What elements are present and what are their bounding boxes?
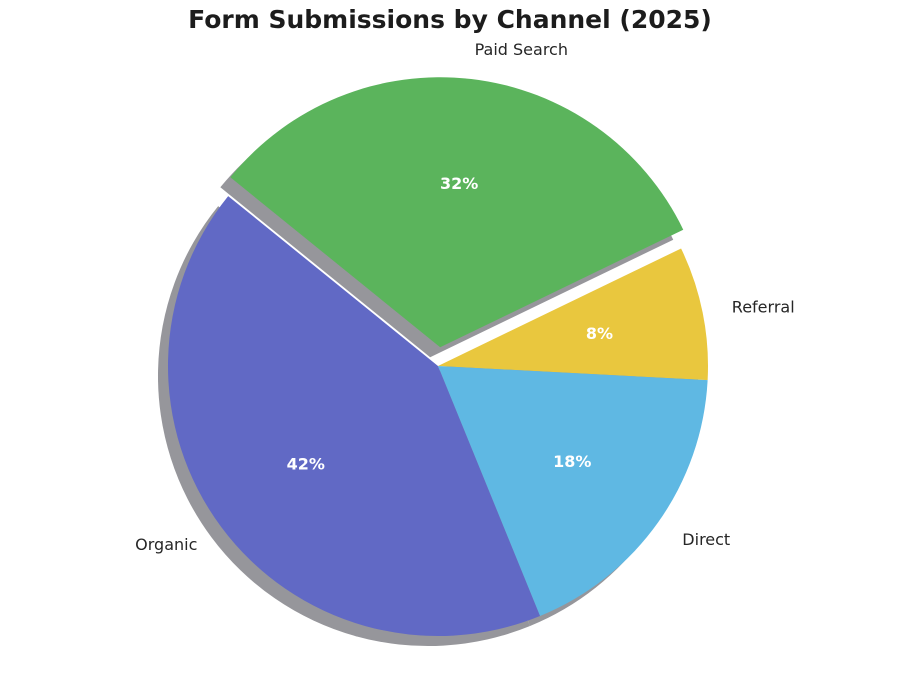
chart-title: Form Submissions by Channel (2025) <box>188 5 712 34</box>
category-label-organic: Organic <box>135 535 197 554</box>
pie-text-layer: 32% Paid Search 8% Referral 18% Direct 42% Orga… <box>135 40 794 554</box>
pct-label-organic: 42% <box>287 455 325 474</box>
pct-label-paid-search: 32% <box>440 174 478 193</box>
pie-wedge-layer <box>167 77 709 637</box>
category-label-paid-search: Paid Search <box>475 40 568 59</box>
pie-slice-referral <box>438 248 709 381</box>
pie-slice-direct <box>438 366 708 616</box>
pct-label-direct: 18% <box>553 452 591 471</box>
category-label-referral: Referral <box>732 297 795 316</box>
pie-slice-organic <box>167 196 541 637</box>
pct-label-referral: 8% <box>586 324 613 343</box>
pie-slice-paid-search <box>230 77 684 348</box>
category-label-direct: Direct <box>682 530 730 549</box>
